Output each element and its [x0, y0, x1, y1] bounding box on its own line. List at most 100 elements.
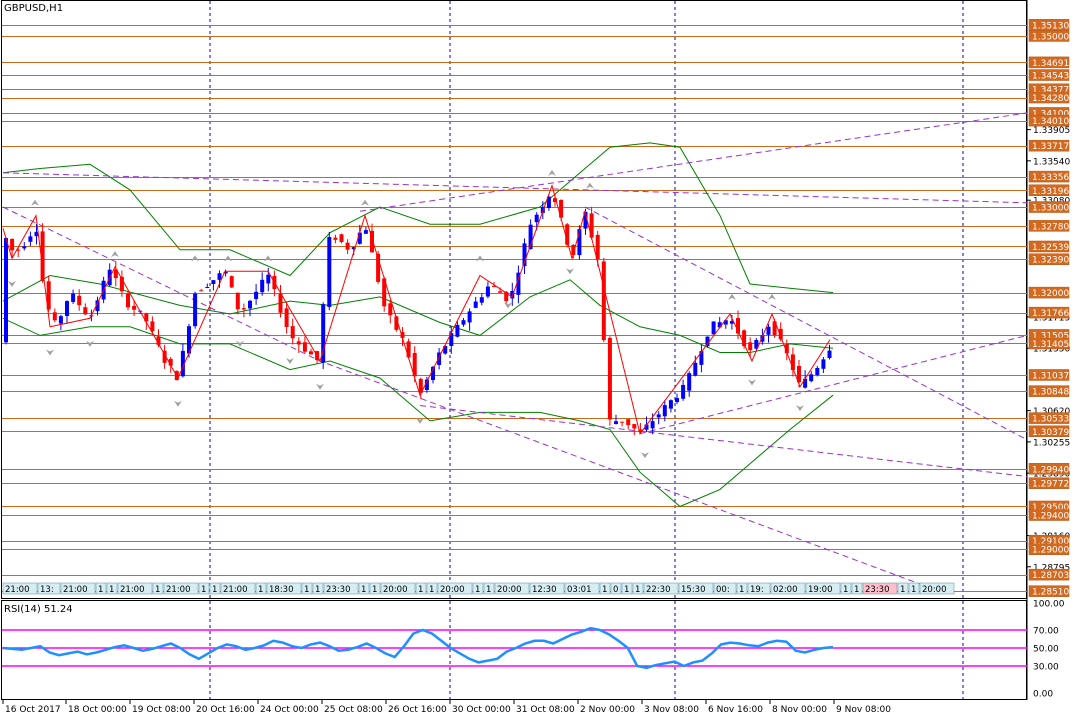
candle-body[interactable]: [479, 297, 484, 303]
candle-body[interactable]: [83, 307, 88, 315]
candle-body[interactable]: [327, 237, 332, 307]
candle-body[interactable]: [260, 279, 265, 293]
candle-body[interactable]: [504, 291, 509, 301]
candle-body[interactable]: [473, 301, 478, 308]
candlesticks[interactable]: [4, 193, 832, 436]
candle-body[interactable]: [22, 246, 27, 249]
candle-body[interactable]: [363, 230, 368, 234]
candle-body[interactable]: [809, 374, 814, 382]
candle-body[interactable]: [662, 405, 667, 417]
candle-body[interactable]: [357, 232, 362, 244]
trend-line[interactable]: [359, 112, 1028, 212]
trend-line[interactable]: [419, 405, 1028, 477]
candle-body[interactable]: [400, 332, 405, 338]
candle-body[interactable]: [607, 337, 612, 420]
candle-body[interactable]: [821, 359, 826, 369]
candle-body[interactable]: [656, 414, 661, 418]
candle-body[interactable]: [675, 398, 679, 403]
candle-body[interactable]: [4, 238, 8, 343]
candle-body[interactable]: [162, 350, 167, 363]
candle-body[interactable]: [266, 274, 271, 284]
candle-body[interactable]: [382, 278, 387, 307]
price-scale[interactable]: 1.339051.335401.330801.317151.313501.306…: [1027, 19, 1070, 598]
candle-body[interactable]: [370, 230, 374, 253]
candle-body[interactable]: [284, 308, 289, 327]
candle-body[interactable]: [77, 295, 82, 306]
candle-body[interactable]: [10, 238, 15, 251]
candle-body[interactable]: [784, 344, 789, 354]
candle-body[interactable]: [52, 312, 57, 321]
candle-body[interactable]: [248, 300, 252, 309]
candle-body[interactable]: [205, 287, 210, 289]
candle-body[interactable]: [40, 231, 45, 282]
candle-body[interactable]: [351, 247, 356, 250]
candle-body[interactable]: [815, 368, 820, 375]
candle-body[interactable]: [180, 350, 185, 377]
candle-body[interactable]: [406, 341, 411, 358]
candle-body[interactable]: [797, 365, 801, 383]
candle-body[interactable]: [778, 328, 783, 340]
candle-body[interactable]: [461, 320, 466, 325]
candle-body[interactable]: [729, 321, 734, 324]
candle-body[interactable]: [217, 273, 222, 280]
candle-body[interactable]: [827, 350, 832, 359]
candle-body[interactable]: [754, 340, 759, 349]
candle-body[interactable]: [431, 366, 435, 381]
candle-body[interactable]: [126, 293, 130, 308]
candle-body[interactable]: [16, 249, 21, 251]
candle-body[interactable]: [492, 286, 496, 288]
trend-line[interactable]: [2, 206, 931, 589]
candle-body[interactable]: [278, 293, 283, 313]
candle-body[interactable]: [46, 281, 51, 310]
candle-body[interactable]: [565, 224, 570, 245]
candle-body[interactable]: [28, 236, 33, 242]
candle-body[interactable]: [424, 379, 429, 390]
candle-body[interactable]: [412, 353, 417, 377]
candle-body[interactable]: [583, 211, 588, 229]
candle-body[interactable]: [516, 272, 521, 295]
candle-body[interactable]: [687, 373, 692, 391]
candle-body[interactable]: [241, 308, 246, 310]
candle-body[interactable]: [467, 311, 472, 323]
candle-body[interactable]: [455, 324, 460, 337]
candle-body[interactable]: [626, 419, 631, 426]
candle-body[interactable]: [339, 234, 344, 243]
candle-body[interactable]: [223, 271, 228, 274]
candle-body[interactable]: [95, 300, 100, 312]
candle-body[interactable]: [571, 244, 576, 255]
candle-body[interactable]: [113, 269, 118, 279]
candle-body[interactable]: [290, 326, 295, 339]
candle-body[interactable]: [132, 305, 137, 310]
candle-body[interactable]: [595, 234, 600, 259]
candle-body[interactable]: [254, 291, 259, 299]
candle-body[interactable]: [546, 196, 551, 208]
candle-body[interactable]: [528, 224, 533, 250]
candle-body[interactable]: [717, 322, 722, 328]
candle-body[interactable]: [748, 342, 753, 351]
candle-body[interactable]: [553, 198, 557, 203]
trend-line[interactable]: [639, 334, 1028, 435]
candle-body[interactable]: [235, 292, 240, 310]
candle-body[interactable]: [449, 333, 454, 347]
candle-body[interactable]: [693, 362, 698, 376]
candle-body[interactable]: [644, 424, 649, 430]
candle-body[interactable]: [418, 378, 423, 393]
candle-body[interactable]: [723, 320, 728, 325]
candle-body[interactable]: [699, 351, 704, 365]
candle-body[interactable]: [119, 276, 124, 292]
candle-body[interactable]: [638, 429, 643, 432]
candle-body[interactable]: [321, 304, 326, 363]
candle-body[interactable]: [296, 341, 301, 345]
candle-body[interactable]: [211, 280, 216, 284]
candle-body[interactable]: [705, 336, 710, 347]
candle-body[interactable]: [614, 421, 618, 424]
candle-body[interactable]: [302, 342, 307, 352]
candle-body[interactable]: [534, 214, 539, 223]
candle-body[interactable]: [345, 242, 350, 250]
candle-body[interactable]: [65, 301, 69, 316]
candle-body[interactable]: [150, 321, 155, 332]
candle-body[interactable]: [309, 351, 313, 355]
candle-body[interactable]: [388, 303, 393, 316]
candle-body[interactable]: [522, 243, 527, 267]
